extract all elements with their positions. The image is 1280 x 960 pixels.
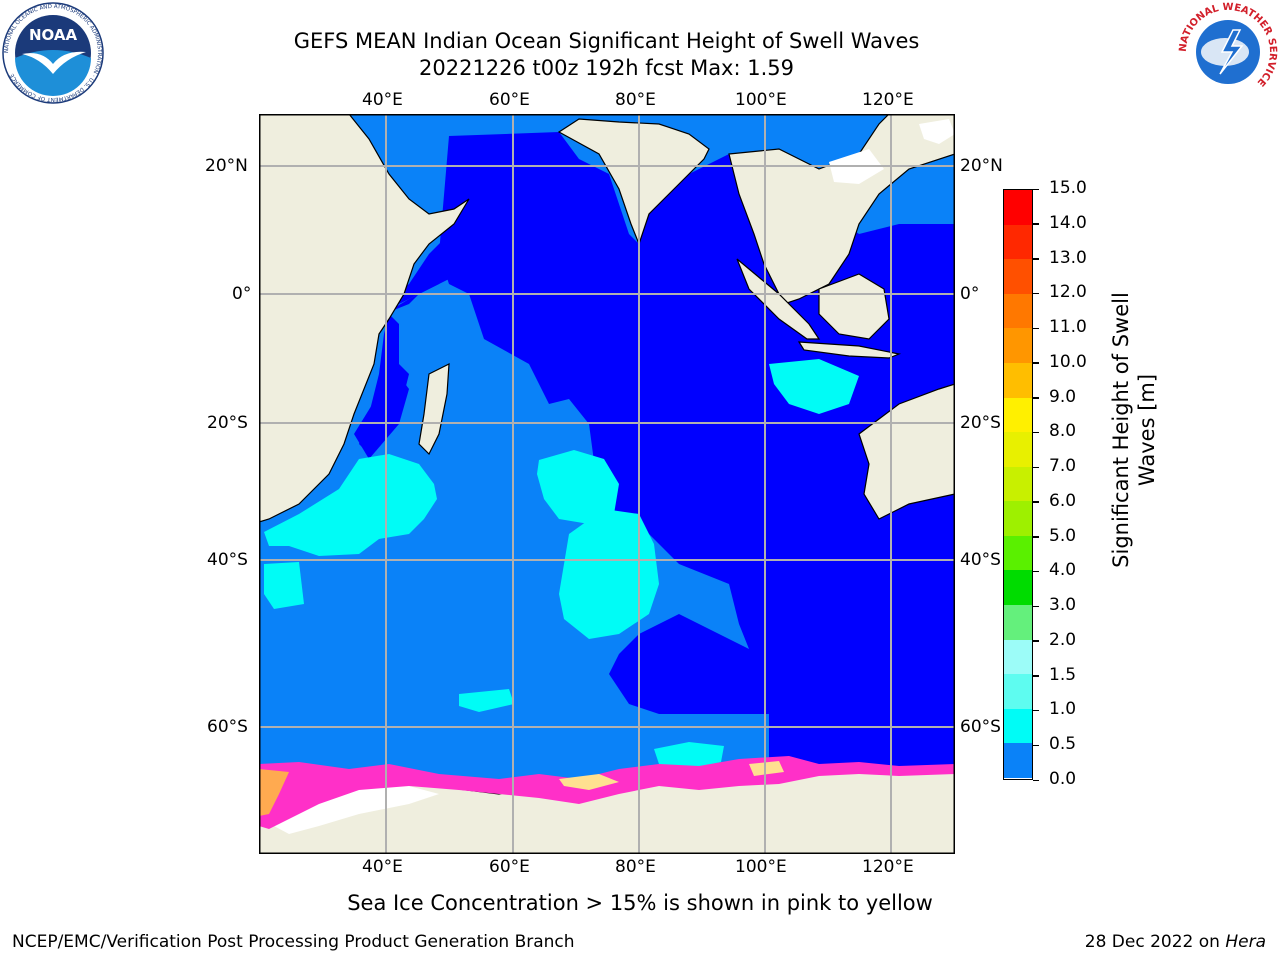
lon-label-80e-bottom: 80°E (615, 857, 656, 877)
footer-date-text: 28 Dec 2022 on (1084, 932, 1226, 952)
lat-label-20n-right: 20°N (960, 156, 1003, 176)
svg-text:NOAA: NOAA (29, 26, 78, 44)
colorbar-tick-mark (1033, 188, 1039, 190)
map-frame (259, 114, 955, 854)
lat-label-20s-right: 20°S (960, 413, 1001, 433)
colorbar-tick-label: 8.0 (1049, 421, 1077, 442)
sea-ice-note: Sea Ice Concentration > 15% is shown in … (347, 891, 933, 915)
colorbar-tick-mark (1033, 362, 1039, 364)
colorbar-tick-label: 11.0 (1049, 317, 1087, 338)
lat-label-20s-left: 20°S (207, 413, 248, 433)
lon-label-40e-top: 40°E (362, 90, 403, 110)
colorbar-tick-label: 0.0 (1049, 769, 1077, 789)
colorbar-ticks: 15.0 14.0 13.0 12.0 11.0 10.0 9.0 8.0 7.0 6.0 5.0 4… (1033, 178, 1103, 789)
lon-label-40e-bottom: 40°E (362, 857, 403, 877)
lon-label-100e-top: 100°E (735, 90, 787, 110)
sea-ice-band (259, 756, 955, 829)
map-panel (259, 114, 955, 854)
colorbar-tick-label: 12.0 (1049, 282, 1087, 303)
colorbar-segment (1004, 328, 1032, 364)
footer-credit: NCEP/EMC/Verification Post Processing Pr… (12, 932, 575, 952)
colorbar-tick-label: 4.0 (1049, 560, 1077, 581)
colorbar-segment (1004, 743, 1032, 779)
colorbar-segment (1004, 397, 1032, 433)
colorbar-tick-mark (1033, 605, 1039, 608)
landmasses (259, 114, 955, 854)
colorbar-tick-mark (1033, 709, 1039, 712)
lat-label-20n-left: 20°N (205, 156, 248, 176)
colorbar-segment (1004, 293, 1032, 329)
footer-date: 28 Dec 2022 on Hera (1085, 932, 1266, 952)
colorbar-segment (1004, 535, 1032, 571)
colorbar-label: Significant Height of Swell Waves [m] (1108, 220, 1160, 640)
colorbar-tick-label: 3.0 (1049, 595, 1077, 616)
lon-label-60e-top: 60°E (489, 90, 530, 110)
colorbar-tick-label: 2.0 (1049, 629, 1077, 650)
chart-title: GEFS MEAN Indian Ocean Significant Heigh… (293, 29, 920, 53)
chart-subtitle: 20221226 t00z 192h fcst Max: 1.59 (419, 56, 794, 80)
colorbar-segment (1004, 605, 1032, 641)
lat-label-0-left: 0° (232, 284, 252, 304)
lon-label-120e-bottom: 120°E (862, 857, 914, 877)
colorbar-tick-mark (1033, 327, 1039, 330)
lon-label-120e-top: 120°E (862, 90, 914, 110)
graticule (259, 114, 955, 854)
colorbar-tick-label: 7.0 (1049, 456, 1077, 477)
colorbar-segment (1004, 501, 1032, 537)
colorbar-tick-label: 14.0 (1049, 212, 1087, 233)
colorbar-segment (1004, 639, 1032, 675)
lat-label-40s-left: 40°S (207, 550, 248, 570)
colorbar-segment (1004, 259, 1032, 295)
colorbar-tick-mark (1033, 431, 1039, 434)
colorbar-tick-label: 15.0 (1049, 178, 1087, 198)
colorbar-tick-mark (1033, 744, 1039, 747)
colorbar-segment (1004, 674, 1032, 710)
swell-high-regions (264, 359, 859, 769)
colorbar-tick-mark (1033, 466, 1039, 469)
lat-label-60s-left: 60°S (207, 717, 248, 737)
lon-label-60e-bottom: 60°E (489, 857, 530, 877)
colorbar-label-line1: Significant Height of Swell (1109, 292, 1133, 568)
colorbar-tick-label: 6.0 (1049, 490, 1077, 511)
colorbar-segment (1004, 432, 1032, 468)
colorbar-segment (1004, 466, 1032, 502)
colorbar (1003, 189, 1033, 780)
colorbar-tick-mark (1033, 501, 1039, 503)
colorbar-tick-mark (1033, 570, 1039, 573)
colorbar-tick-label: 0.5 (1049, 734, 1077, 755)
colorbar-tick-label: 5.0 (1049, 525, 1077, 546)
colorbar-tick-mark (1033, 258, 1039, 260)
colorbar-tick-mark (1033, 397, 1039, 399)
lon-label-80e-top: 80°E (615, 90, 656, 110)
colorbar-tick-label: 10.0 (1049, 351, 1087, 372)
colorbar-tick-mark (1033, 640, 1039, 642)
colorbar-segment (1004, 224, 1032, 260)
colorbar-tick-mark (1033, 675, 1039, 677)
colorbar-segment (1004, 190, 1032, 226)
footer-host: Hera (1225, 932, 1266, 952)
colorbar-segment (1004, 708, 1032, 744)
colorbar-tick-mark (1033, 536, 1039, 538)
colorbar-tick-label: 9.0 (1049, 386, 1077, 407)
nws-logo: NATIONAL WEATHER SERVICE (1178, 2, 1278, 101)
colorbar-tick-label: 1.0 (1049, 699, 1077, 720)
colorbar-tick-label: 1.5 (1049, 664, 1077, 685)
lat-label-0-right: 0° (960, 284, 980, 304)
colorbar-segment (1004, 362, 1032, 399)
lon-label-100e-bottom: 100°E (735, 857, 787, 877)
lat-label-40s-right: 40°S (960, 550, 1001, 570)
colorbar-segment (1004, 570, 1032, 606)
lat-label-60s-right: 60°S (960, 717, 1001, 737)
colorbar-tick-mark (1033, 292, 1039, 295)
noaa-logo: NATIONAL OCEANIC AND ATMOSPHERIC ADMINIS… (2, 2, 104, 104)
colorbar-tick-label: 13.0 (1049, 247, 1087, 268)
colorbar-tick-mark (1033, 779, 1039, 781)
colorbar-label-line2: Waves [m] (1135, 373, 1159, 487)
colorbar-tick-mark (1033, 223, 1039, 225)
